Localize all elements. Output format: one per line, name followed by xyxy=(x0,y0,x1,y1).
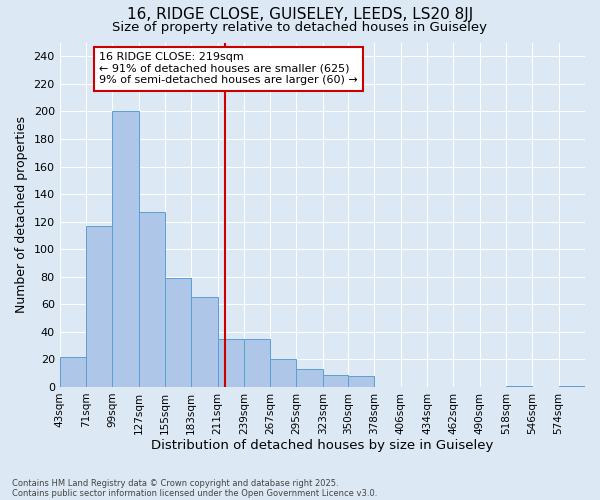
X-axis label: Distribution of detached houses by size in Guiseley: Distribution of detached houses by size … xyxy=(151,440,494,452)
Bar xyxy=(218,338,244,387)
Bar xyxy=(112,112,139,387)
Text: Size of property relative to detached houses in Guiseley: Size of property relative to detached ho… xyxy=(113,21,487,34)
Bar xyxy=(191,298,218,387)
Bar xyxy=(296,369,323,387)
Bar xyxy=(86,226,112,387)
Bar xyxy=(348,376,374,387)
Bar xyxy=(165,278,191,387)
Text: 16, RIDGE CLOSE, GUISELEY, LEEDS, LS20 8JJ: 16, RIDGE CLOSE, GUISELEY, LEEDS, LS20 8… xyxy=(127,8,473,22)
Bar xyxy=(59,356,86,387)
Text: Contains HM Land Registry data © Crown copyright and database right 2025.: Contains HM Land Registry data © Crown c… xyxy=(12,478,338,488)
Text: 16 RIDGE CLOSE: 219sqm
← 91% of detached houses are smaller (625)
9% of semi-det: 16 RIDGE CLOSE: 219sqm ← 91% of detached… xyxy=(99,52,358,86)
Bar xyxy=(323,374,348,387)
Text: Contains public sector information licensed under the Open Government Licence v3: Contains public sector information licen… xyxy=(12,488,377,498)
Bar xyxy=(244,338,270,387)
Y-axis label: Number of detached properties: Number of detached properties xyxy=(15,116,28,313)
Bar xyxy=(506,386,532,387)
Bar xyxy=(139,212,165,387)
Bar xyxy=(559,386,585,387)
Bar xyxy=(270,360,296,387)
